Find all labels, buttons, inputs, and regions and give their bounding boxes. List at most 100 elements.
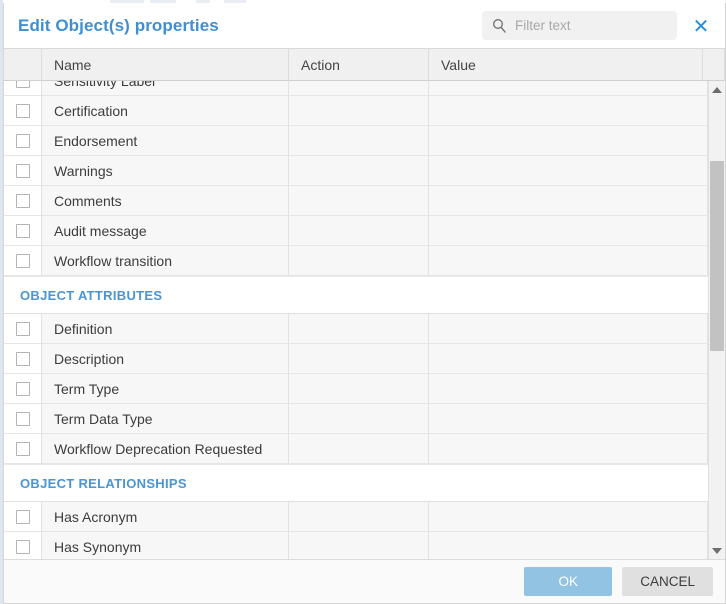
- table-row[interactable]: Description: [4, 344, 708, 374]
- background-artifact: [150, 0, 176, 5]
- checkbox[interactable]: [15, 163, 30, 178]
- column-header-spacer: [703, 48, 725, 81]
- row-checkbox-cell[interactable]: [4, 532, 42, 559]
- table-row[interactable]: Has Acronym: [4, 502, 708, 532]
- close-icon[interactable]: ✕: [692, 13, 710, 38]
- row-action-cell[interactable]: [289, 156, 429, 185]
- row-checkbox-cell[interactable]: [4, 186, 42, 215]
- row-action-cell[interactable]: [289, 344, 429, 373]
- row-value-cell[interactable]: [429, 126, 708, 155]
- filter-text-input[interactable]: [515, 18, 692, 33]
- row-action-cell[interactable]: [289, 314, 429, 343]
- checkbox[interactable]: [15, 103, 30, 118]
- table-row[interactable]: Comments: [4, 186, 708, 216]
- scrollbar-thumb[interactable]: [710, 161, 724, 351]
- row-checkbox-cell[interactable]: [4, 502, 42, 531]
- table-row[interactable]: Audit message: [4, 216, 708, 246]
- table-row[interactable]: Certification: [4, 96, 708, 126]
- row-name-cell: Definition: [42, 314, 289, 343]
- row-action-cell[interactable]: [289, 374, 429, 403]
- row-checkbox-cell[interactable]: [4, 126, 42, 155]
- caret-down-icon[interactable]: [709, 542, 725, 559]
- row-value-cell[interactable]: [429, 344, 708, 373]
- checkbox[interactable]: [15, 81, 30, 88]
- row-checkbox-cell[interactable]: [4, 216, 42, 245]
- section-header-row: OBJECT ATTRIBUTES: [4, 276, 708, 314]
- cancel-button[interactable]: CANCEL: [622, 567, 713, 596]
- checkbox[interactable]: [15, 193, 30, 208]
- row-name-cell: Endorsement: [42, 126, 289, 155]
- row-value-cell[interactable]: [429, 246, 708, 275]
- row-value-cell[interactable]: [429, 404, 708, 433]
- header-controls: ✕: [482, 11, 717, 40]
- row-value-cell[interactable]: [429, 156, 708, 185]
- row-action-cell[interactable]: [289, 81, 429, 95]
- row-name-cell: Workflow Deprecation Requested: [42, 434, 289, 463]
- row-action-cell[interactable]: [289, 502, 429, 531]
- row-action-cell[interactable]: [289, 246, 429, 275]
- filter-search-box[interactable]: [482, 11, 692, 40]
- vertical-scrollbar[interactable]: [708, 81, 725, 559]
- row-value-cell[interactable]: [429, 96, 708, 125]
- table-row[interactable]: Warnings: [4, 156, 708, 186]
- checkbox[interactable]: [15, 411, 30, 426]
- checkbox[interactable]: [15, 253, 30, 268]
- table-row[interactable]: Workflow transition: [4, 246, 708, 276]
- caret-up-icon[interactable]: [709, 81, 725, 98]
- table-row[interactable]: Workflow Deprecation Requested: [4, 434, 708, 464]
- row-checkbox-cell[interactable]: [4, 374, 42, 403]
- table-row[interactable]: Sensitivity Label: [4, 81, 708, 96]
- ok-button[interactable]: OK: [524, 567, 613, 596]
- row-checkbox-cell[interactable]: [4, 434, 42, 463]
- row-value-cell[interactable]: [429, 532, 708, 559]
- checkbox[interactable]: [15, 381, 30, 396]
- column-header-name[interactable]: Name: [42, 48, 289, 81]
- row-name-cell: Term Data Type: [42, 404, 289, 433]
- table-row[interactable]: Term Data Type: [4, 404, 708, 434]
- row-action-cell[interactable]: [289, 96, 429, 125]
- row-action-cell[interactable]: [289, 532, 429, 559]
- checkbox[interactable]: [15, 351, 30, 366]
- checkbox[interactable]: [15, 539, 30, 554]
- checkbox[interactable]: [15, 223, 30, 238]
- checkbox[interactable]: [15, 133, 30, 148]
- row-checkbox-cell[interactable]: [4, 81, 42, 95]
- row-action-cell[interactable]: [289, 216, 429, 245]
- row-value-cell[interactable]: [429, 374, 708, 403]
- row-checkbox-cell[interactable]: [4, 314, 42, 343]
- table-row[interactable]: Definition: [4, 314, 708, 344]
- row-checkbox-cell[interactable]: [4, 96, 42, 125]
- row-value-cell[interactable]: [429, 502, 708, 531]
- column-header-value[interactable]: Value: [429, 48, 703, 81]
- row-name-cell: Description: [42, 344, 289, 373]
- table-row[interactable]: Term Type: [4, 374, 708, 404]
- table-row[interactable]: Endorsement: [4, 126, 708, 156]
- row-value-cell[interactable]: [429, 216, 708, 245]
- row-name-cell: Has Acronym: [42, 502, 289, 531]
- column-header-action[interactable]: Action: [289, 48, 429, 81]
- row-checkbox-cell[interactable]: [4, 156, 42, 185]
- table-body-area: Sensitivity LabelCertificationEndorsemen…: [4, 81, 725, 559]
- checkbox[interactable]: [15, 509, 30, 524]
- checkbox[interactable]: [15, 321, 30, 336]
- section-header-label: OBJECT ATTRIBUTES: [20, 287, 163, 303]
- table-row[interactable]: Has Synonym: [4, 532, 708, 559]
- row-action-cell[interactable]: [289, 186, 429, 215]
- row-value-cell[interactable]: [429, 186, 708, 215]
- row-action-cell[interactable]: [289, 434, 429, 463]
- checkbox[interactable]: [15, 441, 30, 456]
- dialog-title: Edit Object(s) properties: [18, 15, 219, 35]
- row-action-cell[interactable]: [289, 404, 429, 433]
- row-checkbox-cell[interactable]: [4, 344, 42, 373]
- section-header-label: OBJECT RELATIONSHIPS: [20, 475, 187, 491]
- section-header-row: OBJECT RELATIONSHIPS: [4, 464, 708, 502]
- row-value-cell[interactable]: [429, 434, 708, 463]
- row-value-cell[interactable]: [429, 81, 708, 95]
- row-checkbox-cell[interactable]: [4, 246, 42, 275]
- column-header-checkbox: [4, 48, 42, 81]
- row-value-cell[interactable]: [429, 314, 708, 343]
- row-name-cell: Audit message: [42, 216, 289, 245]
- edit-object-properties-dialog: Edit Object(s) properties ✕ Name Action …: [3, 3, 726, 604]
- row-checkbox-cell[interactable]: [4, 404, 42, 433]
- row-action-cell[interactable]: [289, 126, 429, 155]
